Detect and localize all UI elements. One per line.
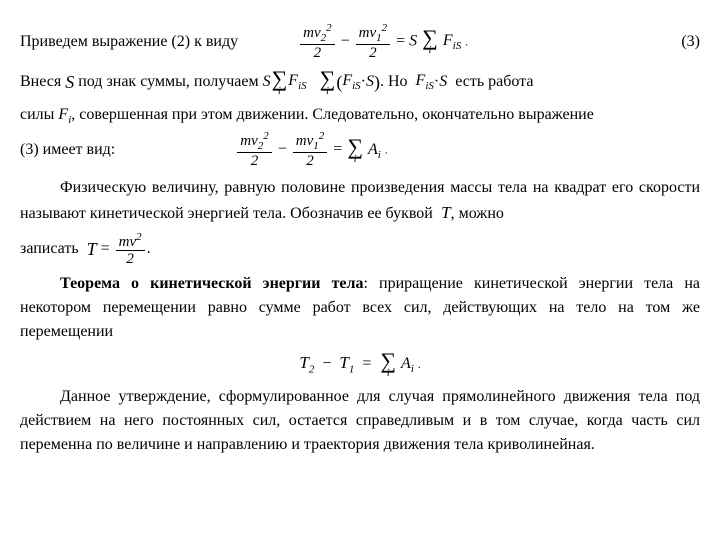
- mv2b: mv: [240, 133, 258, 149]
- FiS3: F: [342, 72, 352, 89]
- Teq: T: [87, 236, 97, 263]
- text-p5b: , можно: [451, 205, 504, 222]
- line-p2: Внеся S под знак суммы, получаем S ∑ i F…: [20, 68, 700, 97]
- S1: S: [409, 32, 417, 49]
- eq4: =: [362, 355, 371, 372]
- subAi2: i: [411, 363, 414, 375]
- text-p2b: под знак суммы, получаем: [78, 70, 258, 94]
- text-p2d: есть работа: [455, 70, 533, 94]
- T1: T: [339, 353, 348, 372]
- eq-T2T1: T2 − T1 = ∑ i Ai .: [20, 350, 700, 379]
- den2c: 2: [248, 153, 262, 170]
- idx4: i: [354, 155, 357, 165]
- FiS2: F: [288, 72, 298, 89]
- minus3: −: [322, 355, 331, 372]
- sup2b: 2: [263, 130, 269, 142]
- sup1: 2: [382, 22, 388, 34]
- mv2c: mv: [119, 234, 137, 250]
- frac-mv22: mv22 2: [300, 22, 335, 62]
- frac-mv21b: mv12 2: [293, 130, 328, 170]
- minus1: −: [341, 32, 350, 49]
- den2d: 2: [303, 153, 317, 170]
- eq3-formula: mv22 2 − mv12 2 = S ∑ i FiS .: [298, 22, 468, 62]
- idx5: i: [387, 369, 390, 379]
- sigma3: ∑ i: [320, 68, 336, 97]
- eq4-formula: mv22 2 − mv12 2 = ∑ i Ai .: [235, 130, 387, 170]
- per1: .: [465, 36, 468, 48]
- Fi1: F: [58, 106, 68, 123]
- subiS4: iS: [425, 80, 434, 92]
- S2: S: [263, 70, 271, 94]
- idx1: i: [429, 46, 432, 56]
- text-p1a: Приведем выражение (2) к виду: [20, 30, 238, 54]
- text-p3b: , совершенная при этом движении. Следова…: [71, 103, 594, 127]
- den2e: 2: [123, 251, 137, 268]
- subiS3: iS: [352, 80, 361, 92]
- frac-mv21: mv12 2: [356, 22, 391, 62]
- frac-mv22b: mv22 2: [237, 130, 272, 170]
- text-p6a: записать: [20, 237, 79, 261]
- idx2: i: [278, 87, 281, 97]
- eq2: =: [333, 141, 342, 158]
- sigma4: ∑ i: [347, 136, 363, 165]
- S3: S: [366, 70, 374, 94]
- FiS1: F: [443, 32, 453, 49]
- sigma1: ∑ i: [422, 27, 438, 56]
- text-p3a: силы: [20, 103, 54, 127]
- para-p8: Данное утверждение, сформулированное для…: [20, 385, 700, 457]
- den2b: 2: [366, 45, 380, 62]
- theorem-title: Теорема о кинетической энергии тела: [60, 275, 364, 292]
- sup2: 2: [326, 22, 332, 34]
- mv2-num: mv: [303, 25, 321, 41]
- para-theorem: Теорема о кинетической энергии тела: при…: [20, 272, 700, 344]
- line-p6: записать T = mv2 2 .: [20, 231, 700, 268]
- T2sub: 2: [309, 363, 315, 375]
- mv1-num: mv: [359, 25, 377, 41]
- Ai1: A: [368, 141, 378, 158]
- FiS4: F: [416, 72, 426, 89]
- mv1b: mv: [296, 133, 314, 149]
- line-eq3: Приведем выражение (2) к виду mv22 2 − m…: [20, 22, 700, 62]
- text-p2c: . Но: [380, 70, 408, 94]
- para-p5: Физическую величину, равную половине про…: [20, 176, 700, 226]
- per3: .: [147, 237, 151, 261]
- per2: .: [385, 145, 388, 157]
- den2: 2: [311, 45, 325, 62]
- frac-T: mv2 2: [116, 231, 145, 268]
- text-p2a: Внеся: [20, 70, 61, 94]
- S4: S: [439, 70, 447, 94]
- subiS1: iS: [453, 41, 462, 53]
- text-p5: Физическую величину, равную половине про…: [20, 179, 700, 222]
- T1sub: 1: [349, 363, 355, 375]
- T1txt: T: [441, 203, 450, 222]
- idx3: i: [326, 87, 329, 97]
- minus2: −: [278, 141, 287, 158]
- sup1b: 2: [319, 130, 325, 142]
- T2: T: [299, 353, 308, 372]
- sigma2: ∑ i: [272, 68, 288, 97]
- text-p8: Данное утверждение, сформулированное для…: [20, 388, 700, 453]
- sup2c: 2: [136, 231, 142, 243]
- line-p3: силы Fi , совершенная при этом движении.…: [20, 103, 700, 129]
- Ai2: A: [401, 355, 411, 372]
- text-p4a: (3) имеет вид:: [20, 138, 115, 162]
- line-p4: (3) имеет вид: mv22 2 − mv12 2 = ∑ i Ai …: [20, 130, 700, 170]
- eq-number-3: (3): [681, 30, 700, 54]
- eq3: =: [101, 237, 110, 261]
- per4: .: [418, 359, 421, 371]
- subAi1: i: [378, 149, 381, 161]
- subiS2: iS: [298, 80, 307, 92]
- sigma5: ∑ i: [380, 350, 396, 379]
- eq1: =: [396, 32, 405, 49]
- S-var: S: [65, 69, 74, 96]
